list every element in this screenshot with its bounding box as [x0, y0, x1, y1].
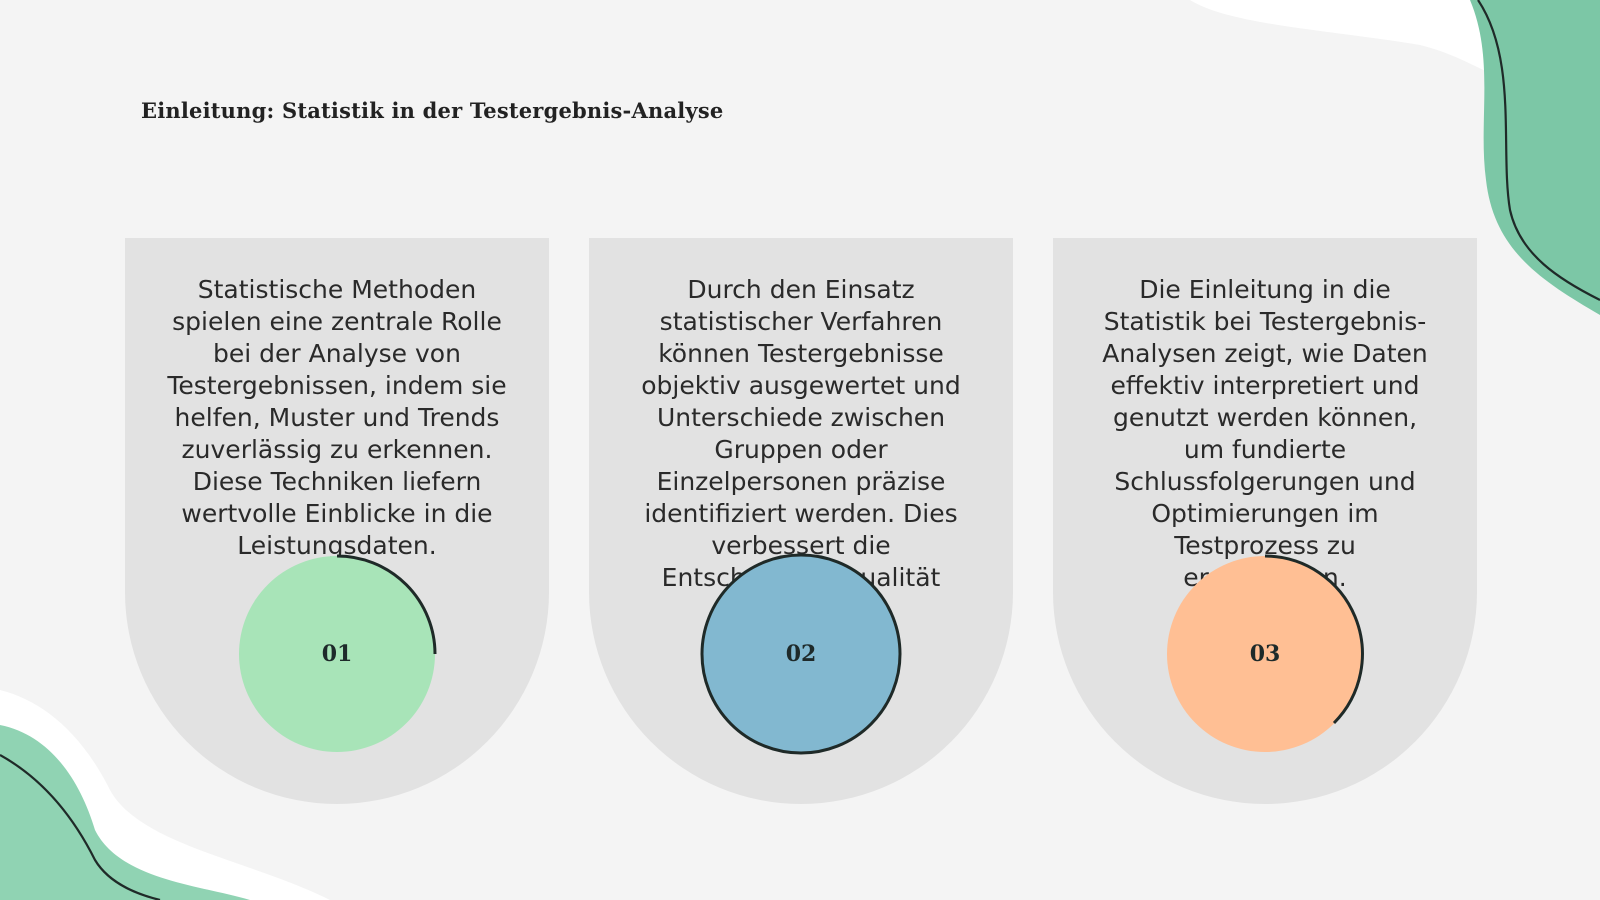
card-number: 03 — [1249, 641, 1281, 667]
number-circle: 03 — [1167, 556, 1363, 752]
info-card-3: Die Einleitung in die Statistik bei Test… — [1053, 238, 1477, 804]
card-text: Die Einleitung in die Statistik bei Test… — [1102, 275, 1428, 592]
top-right-outline — [1477, 0, 1600, 301]
card-text: Durch den Einsatz statistischer Verfahre… — [641, 275, 961, 592]
info-card-1: Statistische Methoden spielen eine zentr… — [125, 238, 549, 804]
slide-title: Einleitung: Statistik in der Testergebni… — [141, 98, 724, 123]
number-circle: 02 — [703, 556, 899, 752]
bottom-left-outline — [0, 754, 161, 900]
bottom-left-green-blob — [0, 725, 250, 900]
card-text: Statistische Methoden spielen eine zentr… — [167, 275, 507, 560]
card-number: 01 — [321, 641, 353, 667]
card-number: 02 — [785, 641, 817, 667]
info-card-2: Durch den Einsatz statistischer Verfahre… — [589, 238, 1013, 804]
top-right-green-blob — [1470, 0, 1600, 315]
number-circle: 01 — [239, 556, 435, 752]
